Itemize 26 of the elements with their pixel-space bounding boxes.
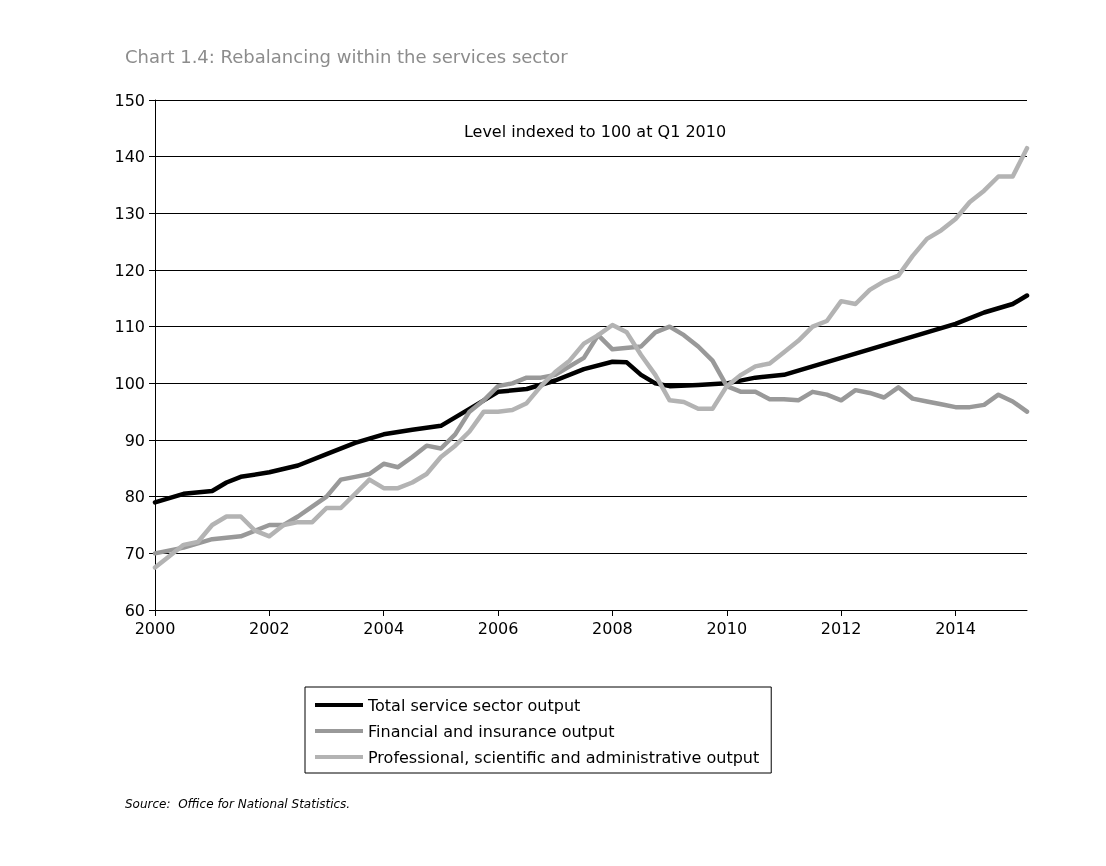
- y-tick-label: 70: [124, 543, 145, 563]
- text: Level indexed to 100 at Q1 2010: [463, 121, 727, 141]
- line-series: [152, 324, 1030, 556]
- x-tick-label: 2008: [592, 618, 633, 638]
- legend-label: Financial and insurance output: [368, 721, 615, 741]
- x-tick-label: 2010: [706, 618, 748, 638]
- x-tick-label: 2006: [477, 618, 519, 638]
- x-tick-label: 2014: [935, 618, 976, 638]
- y-tick-label: 120: [114, 260, 145, 280]
- source-note: Source: Office for National Statistics.: [125, 797, 351, 811]
- legend-label: Total service sector output: [367, 695, 581, 715]
- x-tick-label: 2000: [134, 618, 176, 638]
- y-tick-label: 80: [124, 487, 145, 507]
- y-tick-label: 100: [114, 373, 145, 393]
- y-tick-label: 150: [114, 90, 145, 110]
- y-tick-label: 130: [114, 203, 145, 223]
- y-tick-label: 110: [114, 317, 145, 337]
- y-tick-label: 60: [124, 600, 145, 620]
- line-series: [152, 145, 1030, 570]
- legend-label: Professional, scientific and administrative output: [368, 747, 760, 767]
- x-tick-label: 2004: [363, 618, 405, 638]
- y-tick-label: 90: [124, 430, 145, 450]
- y-tick-label: 140: [114, 147, 145, 167]
- x-tick-label: 2012: [820, 618, 862, 638]
- x-tick-label: 2002: [249, 618, 290, 638]
- chart-title: Chart 1.4: Rebalancing within the services sector: [125, 45, 569, 67]
